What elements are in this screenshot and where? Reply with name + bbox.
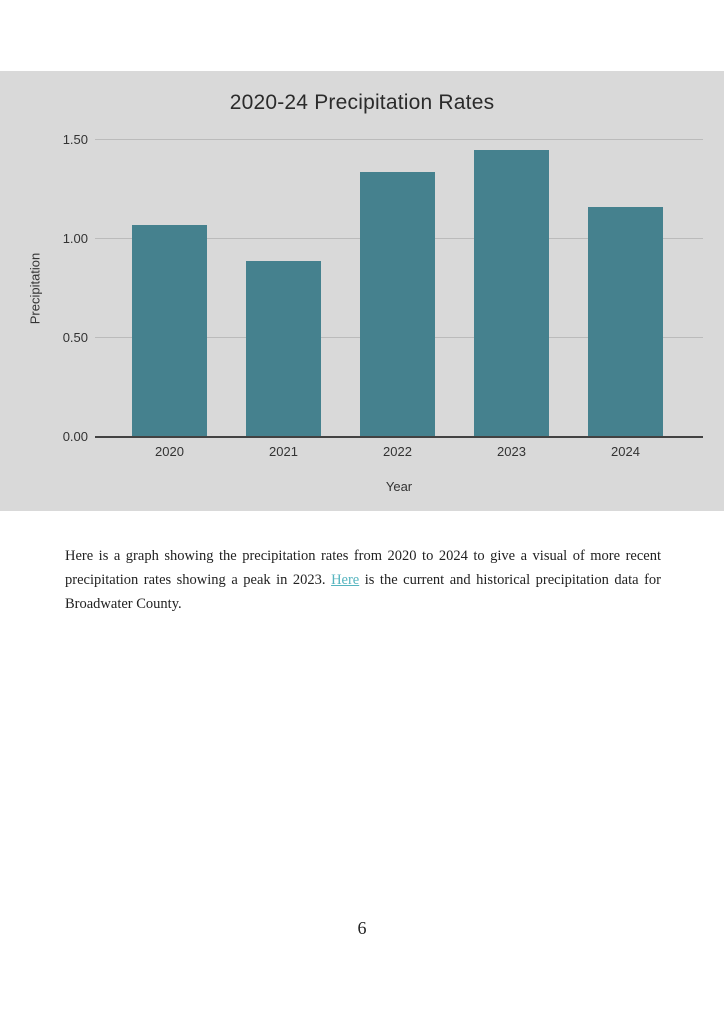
bar-2023 [474, 150, 549, 437]
x-tick-label-2020: 2020 [155, 444, 184, 459]
x-axis-title: Year [385, 479, 413, 494]
y-tick-label: 1.00 [62, 231, 88, 246]
bar-2021 [246, 261, 321, 437]
body-paragraph: Here is a graph showing the precipitatio… [65, 544, 661, 616]
bar-2024 [588, 207, 663, 437]
x-tick-label-2023: 2023 [497, 444, 526, 459]
y-tick-label: 1.50 [62, 132, 88, 147]
paragraph-text-after-link: is the current and historical precipitat… [65, 572, 661, 612]
page-number: 6 [357, 918, 367, 938]
y-tick-label: 0.00 [62, 429, 88, 444]
bar-2020 [132, 225, 207, 437]
paragraph-text-before-link: Here is a graph showing the precipitatio… [65, 548, 661, 588]
x-tick-label-2021: 2021 [269, 444, 298, 459]
here-link[interactable]: Here [331, 572, 360, 588]
x-tick-label-2022: 2022 [383, 444, 412, 459]
bar-2022 [360, 172, 435, 437]
x-axis-line [95, 436, 703, 438]
chart-title: 2020-24 Precipitation Rates [229, 91, 495, 114]
y-tick-label: 0.50 [62, 330, 88, 345]
x-tick-label-2024: 2024 [611, 444, 640, 459]
gridline-1.50 [95, 139, 703, 140]
precipitation-chart: 2020-24 Precipitation Rates Precipitatio… [0, 71, 724, 511]
